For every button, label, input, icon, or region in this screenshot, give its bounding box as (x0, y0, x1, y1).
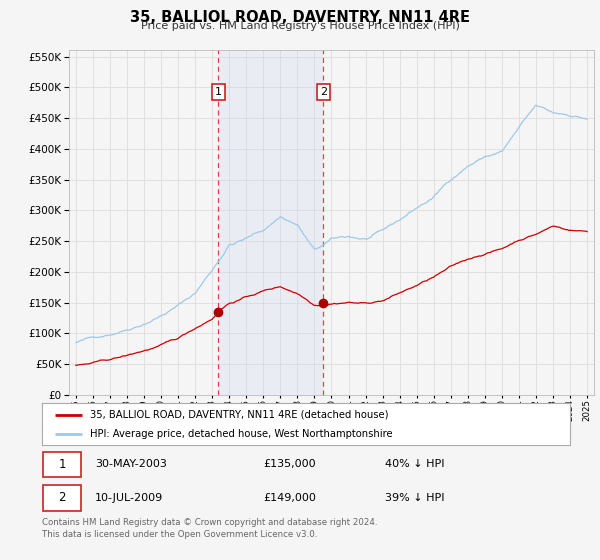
Text: 1: 1 (215, 87, 222, 97)
Text: 35, BALLIOL ROAD, DAVENTRY, NN11 4RE (detached house): 35, BALLIOL ROAD, DAVENTRY, NN11 4RE (de… (89, 409, 388, 419)
Text: 10-JUL-2009: 10-JUL-2009 (95, 493, 163, 503)
Text: 40% ↓ HPI: 40% ↓ HPI (385, 459, 445, 469)
Text: 1: 1 (58, 458, 66, 470)
Text: Contains HM Land Registry data © Crown copyright and database right 2024.
This d: Contains HM Land Registry data © Crown c… (42, 518, 377, 539)
Text: Price paid vs. HM Land Registry's House Price Index (HPI): Price paid vs. HM Land Registry's House … (140, 21, 460, 31)
Text: 2: 2 (320, 87, 327, 97)
Text: 30-MAY-2003: 30-MAY-2003 (95, 459, 167, 469)
Text: 35, BALLIOL ROAD, DAVENTRY, NN11 4RE: 35, BALLIOL ROAD, DAVENTRY, NN11 4RE (130, 10, 470, 25)
Bar (218, 50, 323, 395)
Text: 39% ↓ HPI: 39% ↓ HPI (385, 493, 445, 503)
Text: £149,000: £149,000 (264, 493, 317, 503)
FancyBboxPatch shape (43, 486, 81, 511)
Text: HPI: Average price, detached house, West Northamptonshire: HPI: Average price, detached house, West… (89, 429, 392, 439)
Text: 2: 2 (58, 492, 66, 505)
FancyBboxPatch shape (43, 451, 81, 477)
Text: £135,000: £135,000 (264, 459, 316, 469)
